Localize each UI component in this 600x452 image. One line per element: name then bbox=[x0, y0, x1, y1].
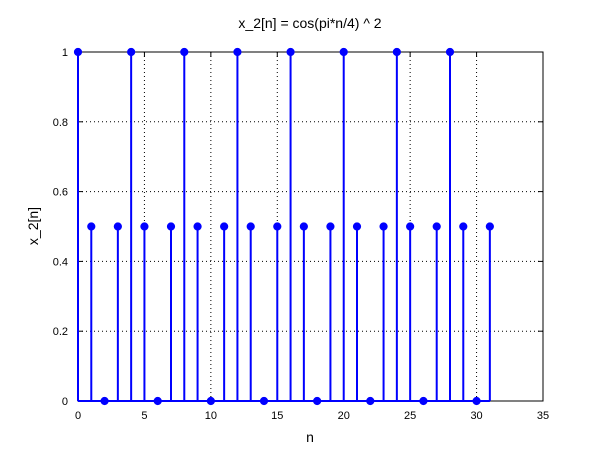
stem bbox=[406, 222, 415, 401]
axis-ticks: 0 5 10 15 20 25 30 35 0 0.2 0.4 0.6 0.8 1 bbox=[53, 47, 549, 422]
stem bbox=[180, 47, 189, 401]
stem-marker bbox=[326, 222, 335, 231]
stem bbox=[100, 396, 109, 406]
x-tick-label: 15 bbox=[271, 410, 283, 422]
x-axis-label: n bbox=[306, 429, 314, 445]
stem-marker bbox=[366, 396, 375, 406]
stem-marker bbox=[87, 222, 96, 231]
x-tick-label: 35 bbox=[537, 410, 549, 422]
stem bbox=[127, 47, 136, 401]
stem bbox=[352, 222, 362, 401]
stem-marker bbox=[432, 222, 441, 231]
stem bbox=[246, 222, 255, 401]
stem-marker bbox=[73, 47, 83, 57]
stem bbox=[73, 47, 83, 401]
stem bbox=[166, 222, 176, 401]
stem bbox=[485, 222, 494, 401]
y-tick-label: 0.8 bbox=[53, 117, 68, 129]
stem bbox=[140, 222, 149, 401]
stems bbox=[73, 47, 494, 406]
stem bbox=[419, 396, 428, 406]
stem bbox=[445, 47, 455, 401]
stem-marker bbox=[339, 47, 348, 57]
stem bbox=[233, 47, 242, 401]
stem-marker bbox=[313, 396, 322, 406]
stem-marker bbox=[206, 396, 215, 406]
stem-marker bbox=[220, 222, 229, 231]
x-tick-label: 25 bbox=[404, 410, 416, 422]
chart-title: x_2[n] = cos(pi*n/4) ^ 2 bbox=[238, 15, 381, 31]
stem bbox=[339, 47, 348, 401]
stem-marker bbox=[419, 396, 428, 406]
stem bbox=[472, 396, 481, 406]
stem-marker bbox=[273, 222, 282, 231]
stem bbox=[193, 222, 202, 401]
stem-marker bbox=[140, 222, 149, 231]
stem bbox=[259, 396, 269, 406]
y-tick-label: 1 bbox=[62, 47, 68, 59]
stem-marker bbox=[392, 47, 401, 57]
stem-marker bbox=[180, 47, 189, 57]
stem-marker bbox=[259, 396, 269, 406]
stem bbox=[206, 396, 215, 406]
x-tick-label: 10 bbox=[205, 410, 217, 422]
stem bbox=[87, 222, 96, 401]
stem-marker bbox=[100, 396, 109, 406]
stem bbox=[366, 396, 375, 406]
stem bbox=[459, 222, 468, 401]
stem bbox=[286, 47, 295, 401]
stem-marker bbox=[406, 222, 415, 231]
x-tick-label: 20 bbox=[338, 410, 350, 422]
stem-marker bbox=[113, 222, 122, 231]
stem-marker bbox=[233, 47, 242, 57]
stem bbox=[273, 222, 282, 401]
stem bbox=[313, 396, 322, 406]
stem-marker bbox=[352, 222, 362, 231]
y-axis-label: x_2[n] bbox=[25, 207, 41, 245]
stem-marker bbox=[459, 222, 468, 231]
stem bbox=[113, 222, 122, 401]
stem bbox=[432, 222, 441, 401]
stem-marker bbox=[379, 222, 388, 231]
grid bbox=[78, 52, 543, 401]
stem-marker bbox=[153, 396, 162, 406]
x-tick-label: 30 bbox=[470, 410, 482, 422]
x-tick-label: 5 bbox=[141, 410, 147, 422]
stem bbox=[153, 396, 162, 406]
stem bbox=[379, 222, 388, 401]
stem-marker bbox=[472, 396, 481, 406]
stem bbox=[220, 222, 229, 401]
y-tick-label: 0.2 bbox=[53, 326, 68, 338]
x-tick-label: 0 bbox=[75, 410, 81, 422]
stem-marker bbox=[127, 47, 136, 57]
stem bbox=[392, 47, 401, 401]
y-tick-label: 0 bbox=[62, 396, 68, 408]
stem bbox=[326, 222, 335, 401]
stem-marker bbox=[193, 222, 202, 231]
stem-marker bbox=[286, 47, 295, 57]
y-tick-label: 0.4 bbox=[53, 256, 68, 268]
stem-marker bbox=[246, 222, 255, 231]
y-tick-label: 0.6 bbox=[53, 187, 68, 199]
stem-marker bbox=[299, 222, 308, 231]
stem-marker bbox=[166, 222, 176, 231]
stem-marker bbox=[485, 222, 494, 231]
stem bbox=[299, 222, 308, 401]
stem-marker bbox=[445, 47, 455, 57]
